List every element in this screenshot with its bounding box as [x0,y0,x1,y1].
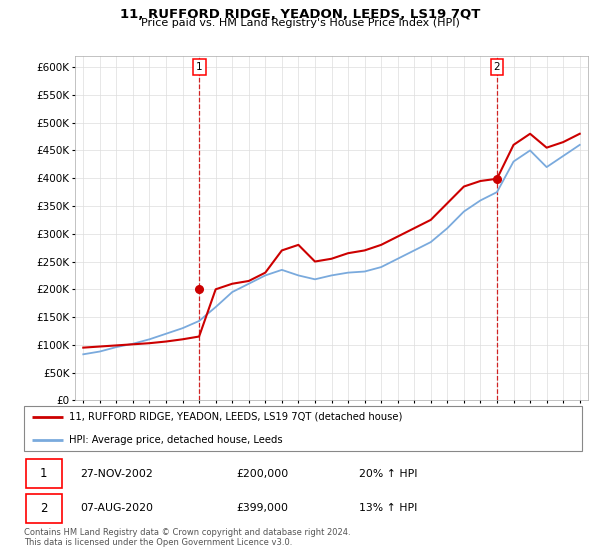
Text: 11, RUFFORD RIDGE, YEADON, LEEDS, LS19 7QT (detached house): 11, RUFFORD RIDGE, YEADON, LEEDS, LS19 7… [68,412,402,422]
FancyBboxPatch shape [26,459,62,488]
Text: 1: 1 [196,62,202,72]
Text: £200,000: £200,000 [236,469,288,479]
Text: 1: 1 [40,467,47,480]
Text: HPI: Average price, detached house, Leeds: HPI: Average price, detached house, Leed… [68,435,282,445]
Text: 11, RUFFORD RIDGE, YEADON, LEEDS, LS19 7QT: 11, RUFFORD RIDGE, YEADON, LEEDS, LS19 7… [120,8,480,21]
FancyBboxPatch shape [24,406,582,451]
Text: 07-AUG-2020: 07-AUG-2020 [80,503,153,514]
Text: Contains HM Land Registry data © Crown copyright and database right 2024.
This d: Contains HM Land Registry data © Crown c… [24,528,350,547]
FancyBboxPatch shape [26,494,62,523]
Text: 2: 2 [40,502,47,515]
Text: 13% ↑ HPI: 13% ↑ HPI [359,503,417,514]
Text: Price paid vs. HM Land Registry's House Price Index (HPI): Price paid vs. HM Land Registry's House … [140,18,460,29]
Text: 2: 2 [494,62,500,72]
Text: 20% ↑ HPI: 20% ↑ HPI [359,469,418,479]
Text: 27-NOV-2002: 27-NOV-2002 [80,469,152,479]
Text: £399,000: £399,000 [236,503,288,514]
